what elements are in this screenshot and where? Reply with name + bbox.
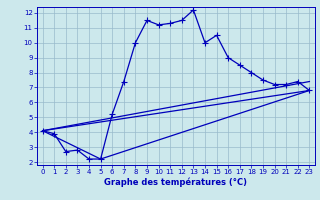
X-axis label: Graphe des températures (°C): Graphe des températures (°C): [105, 178, 247, 187]
